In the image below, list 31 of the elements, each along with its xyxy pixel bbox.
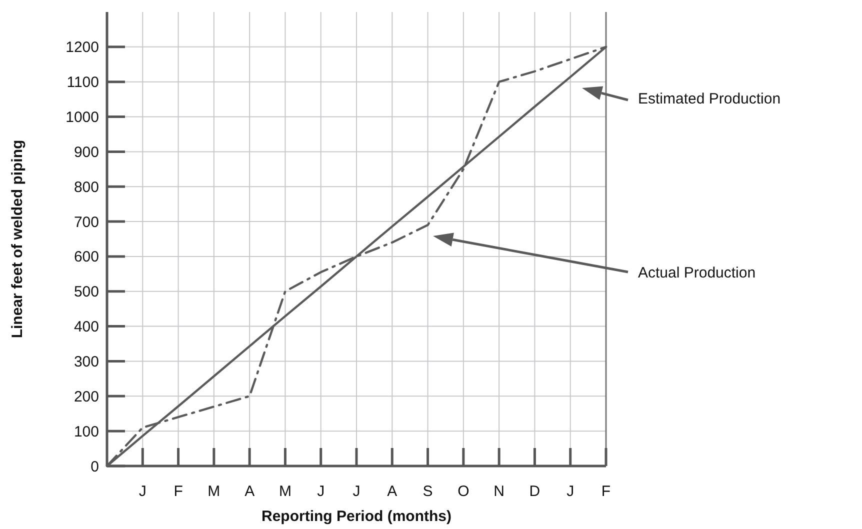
x-tick-label: D — [529, 483, 540, 500]
x-tick-label: M — [278, 483, 292, 500]
x-tick-label: O — [458, 483, 470, 500]
y-tick-label: 800 — [74, 178, 99, 196]
x-tick-label: J — [566, 483, 574, 500]
x-tick-label: J — [352, 483, 360, 500]
x-tick-label: J — [317, 483, 325, 500]
x-tick-label: A — [387, 483, 398, 500]
text: Estimated Production — [638, 90, 781, 108]
x-tick-label: M — [208, 483, 220, 500]
y-tick-label: 400 — [74, 318, 99, 336]
y-tick-label: 100 — [74, 423, 99, 440]
x-tick-label: J — [138, 483, 146, 500]
y-tick-label: 300 — [74, 353, 99, 370]
y-tick-label: 600 — [74, 248, 99, 266]
y-tick-label: 1100 — [66, 74, 99, 92]
x-axis-title: Reporting Period (months) — [262, 508, 452, 525]
x-tick-label: A — [244, 483, 255, 500]
y-tick-label: 700 — [74, 214, 99, 231]
y-axis-title: Linear feet of welded piping — [9, 140, 26, 338]
y-tick-label: 1000 — [66, 109, 99, 126]
x-tick-label: S — [422, 483, 433, 500]
y-tick-label: 900 — [74, 144, 99, 161]
x-tick-label: N — [494, 483, 504, 500]
y-tick-label: 500 — [74, 284, 99, 301]
text: Actual Production — [638, 264, 756, 282]
y-tick-label: 0 — [90, 458, 99, 476]
x-tick-label: F — [174, 483, 183, 500]
y-tick-label: 1200 — [66, 39, 99, 56]
x-tick-label: F — [601, 483, 611, 500]
y-tick-label: 200 — [74, 388, 99, 406]
